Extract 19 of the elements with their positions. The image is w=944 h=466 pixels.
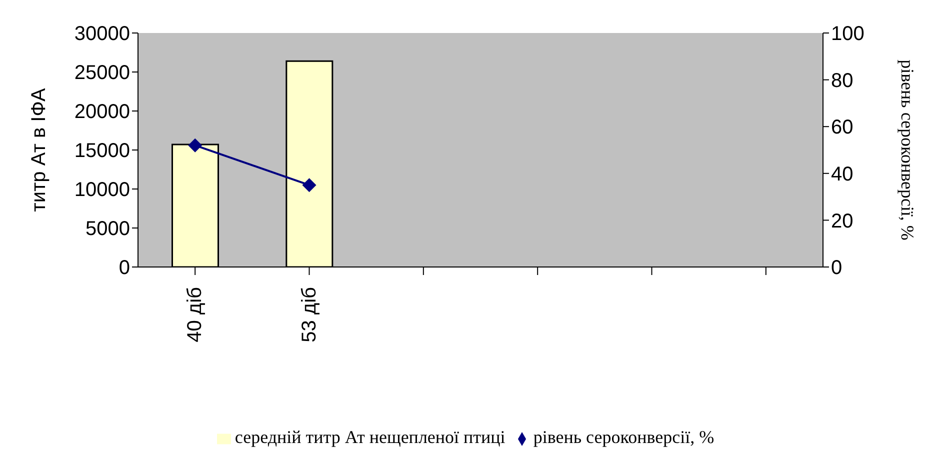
- x-tick-label: 40 діб: [184, 287, 206, 342]
- y-tick-label: 30000: [74, 23, 130, 46]
- y-tick-label: 5000: [86, 218, 130, 240]
- y-tick-label: 0: [118, 257, 130, 280]
- legend-label: середній титр Ат нещепленої птиці: [234, 427, 506, 447]
- y2-tick-label: 80: [831, 70, 854, 92]
- x-tick-label: 53 діб: [298, 287, 320, 342]
- y-tick-label: 15000: [74, 140, 130, 162]
- y2-axis-title: рівень сероконверсії, %: [898, 60, 918, 240]
- y2-tick-label: 40: [831, 164, 854, 186]
- y2-tick-label: 20: [831, 210, 854, 232]
- y2-tick-label: 0: [831, 257, 842, 280]
- y-tick-label: 10000: [74, 179, 130, 202]
- legend-label: рівень сероконверсії, %: [533, 427, 714, 447]
- y-axis-title: титр Ат в ІФА: [28, 88, 50, 212]
- y-tick-label: 20000: [74, 101, 130, 124]
- y2-tick-label: 60: [831, 116, 854, 139]
- y-tick-label: 25000: [74, 62, 130, 84]
- y2-tick-label: 100: [831, 23, 864, 46]
